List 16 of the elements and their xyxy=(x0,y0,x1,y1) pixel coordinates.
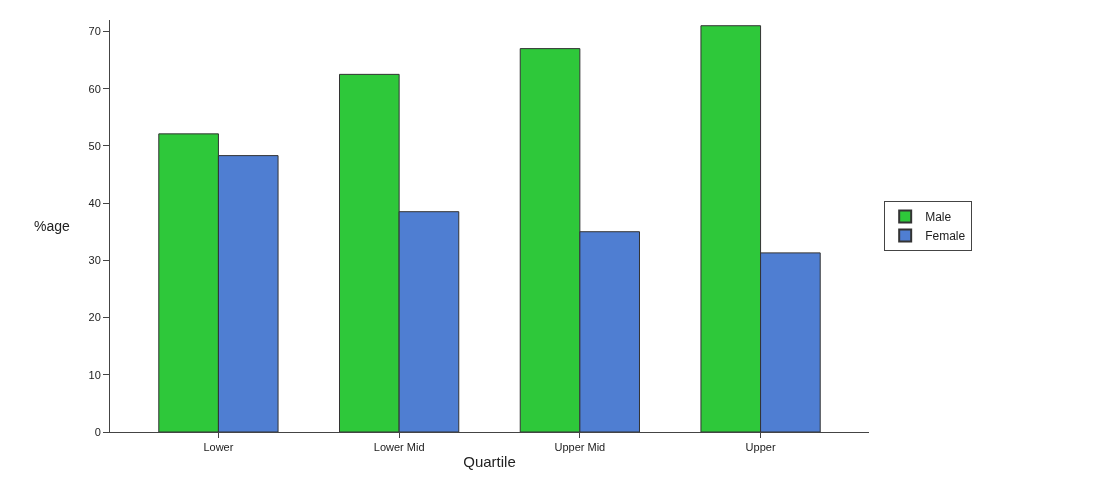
y-tick-label: 10 xyxy=(88,368,101,381)
y-tick-label: 60 xyxy=(88,82,101,95)
y-tick-label: 30 xyxy=(88,254,101,267)
y-tick-label: 50 xyxy=(88,139,101,152)
x-tick-label: Upper xyxy=(745,441,776,454)
legend-label: Male xyxy=(925,210,952,225)
x-tick-label: Lower Mid xyxy=(373,441,425,454)
y-axis-title: %age xyxy=(34,218,71,234)
x-tick-label: Upper Mid xyxy=(554,441,606,454)
y-tick-label: 70 xyxy=(88,25,101,38)
x-tick-label: Lower xyxy=(203,441,234,454)
y-tick-label: 40 xyxy=(88,196,101,209)
x-axis-title: Quartile xyxy=(463,453,516,471)
y-tick-label: 0 xyxy=(94,425,101,438)
y-tick-label: 20 xyxy=(88,311,101,324)
legend-label: Female xyxy=(925,229,966,244)
